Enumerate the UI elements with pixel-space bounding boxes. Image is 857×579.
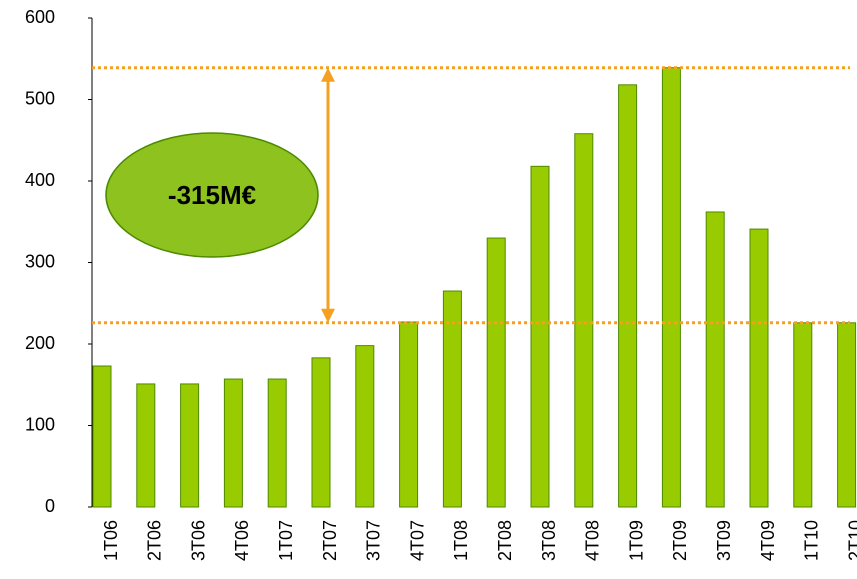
bar — [661, 67, 681, 508]
x-tick-label: 3T07 — [364, 520, 384, 561]
y-tick-label: 600 — [25, 7, 55, 27]
bar — [311, 357, 331, 508]
x-tick-label: 3T06 — [188, 520, 208, 561]
y-tick-label: 300 — [25, 251, 55, 271]
x-tick-label: 2T09 — [670, 520, 690, 561]
bar — [530, 165, 550, 508]
x-tick-label: 2T07 — [320, 520, 340, 561]
x-tick-label: 4T09 — [758, 520, 778, 561]
y-tick-label: 100 — [25, 414, 55, 434]
arrow-head — [321, 308, 335, 323]
bar — [267, 378, 287, 508]
annotation-bubble — [105, 132, 319, 258]
bar — [136, 383, 156, 508]
x-tick-label: 1T09 — [626, 520, 646, 561]
x-tick-label: 1T08 — [451, 520, 471, 561]
x-tick-label: 1T07 — [276, 520, 296, 561]
bar — [705, 211, 725, 508]
bar — [793, 322, 813, 508]
x-tick-label: 1T06 — [101, 520, 121, 561]
x-tick-label: 4T06 — [232, 520, 252, 561]
y-tick-label: 400 — [25, 170, 55, 190]
bar — [92, 365, 112, 508]
bar — [180, 383, 200, 508]
y-tick-label: 200 — [25, 333, 55, 353]
x-tick-label: 4T08 — [583, 520, 603, 561]
x-tick-label: 2T08 — [495, 520, 515, 561]
x-tick-label: 3T09 — [714, 520, 734, 561]
arrow-head — [321, 67, 335, 82]
bar — [355, 345, 375, 508]
x-tick-label: 1T10 — [802, 520, 822, 561]
bar — [749, 228, 769, 508]
annotation: -315M€ — [168, 180, 256, 210]
y-tick-label: 0 — [45, 496, 55, 516]
bar — [223, 378, 243, 508]
y-tick-label: 500 — [25, 88, 55, 108]
bar — [837, 322, 857, 508]
bar — [486, 237, 506, 508]
x-tick-label: 3T08 — [539, 520, 559, 561]
bar — [574, 133, 594, 508]
bar — [618, 84, 638, 508]
x-tick-label: 4T07 — [407, 520, 427, 561]
bar — [442, 290, 462, 508]
x-tick-label: 2T10 — [845, 520, 857, 561]
x-tick-label: 2T06 — [145, 520, 165, 561]
bar — [399, 321, 419, 508]
